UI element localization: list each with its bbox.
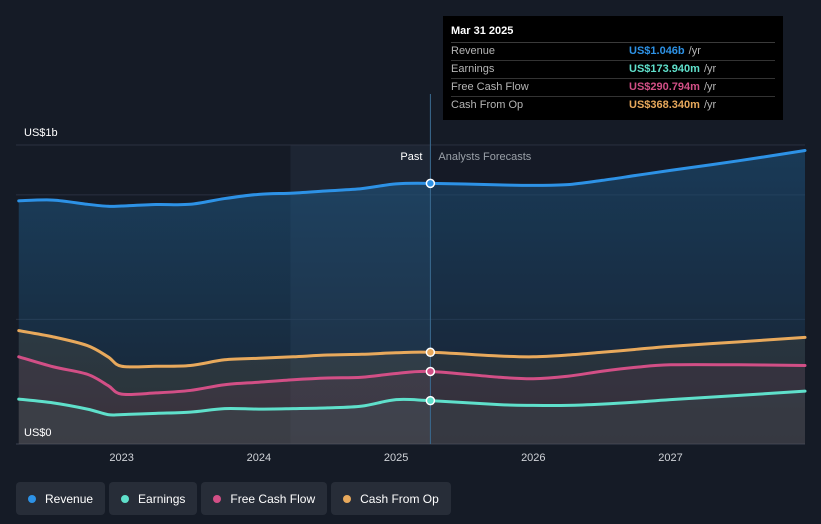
tooltip-unit: /yr — [703, 81, 717, 93]
tooltip-date: Mar 31 2025 — [451, 24, 775, 43]
tooltip-value: US$290.794m — [629, 81, 700, 93]
hover-markers — [425, 178, 436, 406]
area-cash-from-op — [18, 330, 806, 444]
past-label: Past — [400, 151, 422, 163]
legend-label: Free Cash Flow — [230, 491, 316, 506]
tooltip-value: US$368.340m — [629, 99, 700, 111]
series-lines — [17, 148, 807, 417]
tooltip-label: Cash From Op — [451, 99, 524, 111]
marker-free-cash-flow — [425, 366, 436, 377]
legend-dot-icon — [28, 494, 36, 503]
legend: Revenue Earnings Free Cash Flow Cash Fro… — [16, 482, 451, 515]
legend-label: Earnings — [138, 491, 186, 506]
legend-dot-icon — [343, 494, 352, 503]
tooltip-label: Revenue — [451, 45, 496, 57]
x-tick-label: 2023 — [109, 452, 133, 464]
tooltip-label: Free Cash Flow — [451, 81, 529, 93]
legend-item-cash-from-op[interactable]: Cash From Op — [331, 482, 451, 515]
line-cash-from-op — [17, 329, 807, 369]
tooltip-row-earnings: Earnings US$173.940m /yr — [451, 61, 775, 79]
legend-item-earnings[interactable]: Earnings — [109, 482, 198, 515]
x-tick-label: 2024 — [247, 452, 271, 464]
legend-dot-icon — [213, 494, 222, 503]
tooltip-row-revenue: Revenue US$1.046b /yr — [451, 43, 775, 61]
legend-label: Cash From Op — [360, 491, 439, 506]
legend-item-revenue[interactable]: Revenue — [16, 482, 106, 515]
legend-item-free-cash-flow[interactable]: Free Cash Flow — [201, 482, 328, 515]
x-tick-label: 2025 — [384, 452, 408, 464]
x-tick-label: 2026 — [521, 452, 545, 464]
marker-cash-from-op — [425, 347, 436, 358]
marker-revenue — [425, 178, 436, 189]
tooltip-value: US$1.046b — [629, 45, 685, 57]
line-free-cash-flow — [17, 355, 807, 397]
tooltip-unit: /yr — [703, 63, 717, 75]
line-revenue — [17, 148, 807, 208]
x-tick-label: 2027 — [658, 452, 682, 464]
legend-dot-icon — [121, 494, 130, 503]
tooltip-unit: /yr — [703, 99, 717, 111]
tooltip-label: Earnings — [451, 63, 495, 75]
y-axis-label-bottom: US$0 — [24, 427, 52, 439]
marker-earnings — [425, 395, 436, 406]
legend-label: Revenue — [45, 491, 94, 506]
tooltip-row-free-cash-flow: Free Cash Flow US$290.794m /yr — [451, 79, 775, 97]
tooltip-unit: /yr — [688, 45, 701, 57]
line-earnings — [17, 389, 807, 417]
tooltip-value: US$173.940m — [629, 63, 700, 75]
y-axis-label-top: US$1b — [24, 127, 58, 139]
tooltip-row-cash-from-op: Cash From Op US$368.340m /yr — [451, 97, 775, 114]
forecast-region — [430, 145, 805, 444]
tooltip: Mar 31 2025 Revenue US$1.046b /yr Earnin… — [443, 16, 783, 120]
forecast-label: Analysts Forecasts — [438, 151, 531, 163]
axis-labels: US$1b US$0 2023 2024 2025 2026 2027 — [24, 127, 683, 464]
